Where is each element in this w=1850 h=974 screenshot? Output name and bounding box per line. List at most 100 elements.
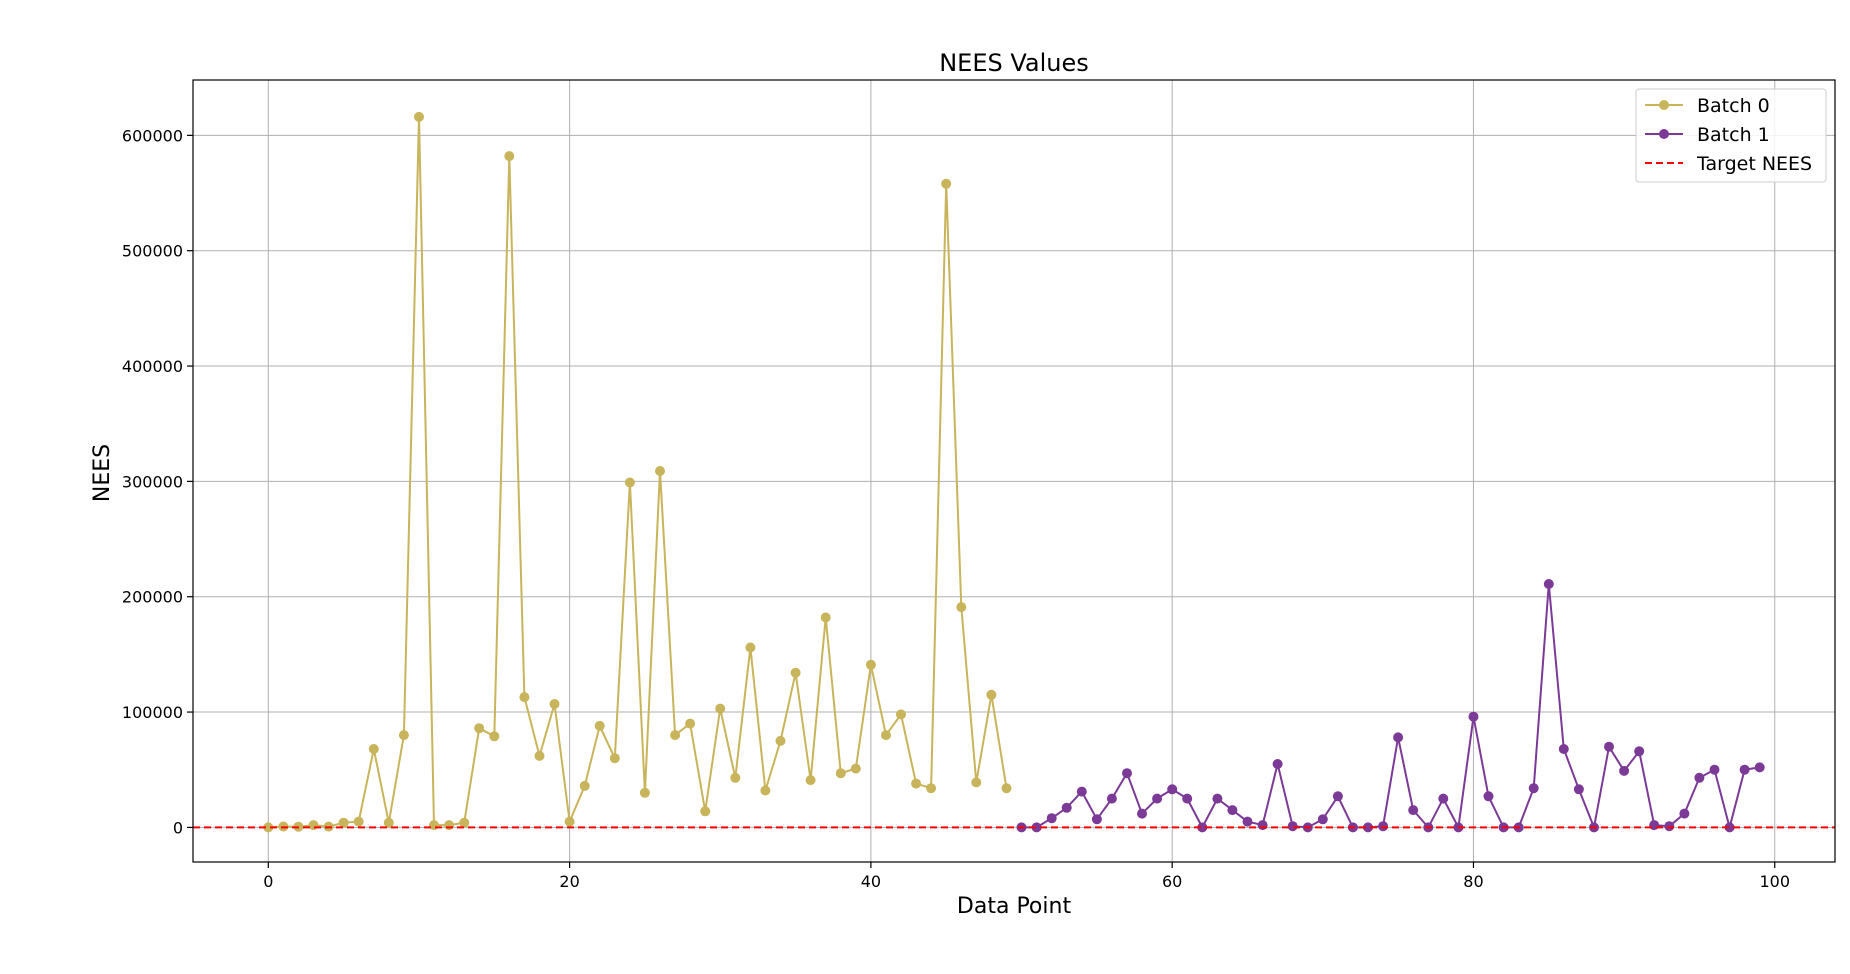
data-point-batch-0	[775, 735, 786, 746]
data-point-batch-0	[835, 768, 846, 779]
y-axis-label: NEES	[90, 444, 115, 502]
data-point-batch-0	[926, 783, 937, 794]
data-point-batch-1	[1137, 808, 1147, 819]
data-point-batch-1	[1528, 783, 1539, 794]
data-point-batch-1	[1212, 793, 1223, 804]
data-point-batch-1	[1604, 741, 1614, 752]
data-point-batch-1	[1679, 808, 1690, 819]
y-tick-label: 200000	[122, 588, 183, 607]
data-point-batch-0	[670, 730, 681, 741]
axes-ticks: 0 20 40 60 80 100 0 100000 200000 300000 400000 500…	[122, 126, 1790, 891]
data-point-batch-1	[1227, 805, 1238, 816]
data-point-batch-0	[655, 466, 665, 476]
data-point-batch-1	[1664, 821, 1675, 832]
data-point-batch-1	[1363, 822, 1373, 833]
data-point-batch-0	[579, 780, 590, 791]
plot-frame	[192, 79, 1836, 863]
data-point-batch-1	[1106, 793, 1117, 804]
data-point-batch-0	[624, 477, 635, 488]
y-tick-label: 500000	[122, 242, 183, 261]
data-point-batch-1	[1634, 746, 1645, 757]
data-point-batch-0	[564, 816, 575, 827]
data-point-batch-0	[971, 777, 982, 788]
x-tick-label: 20	[559, 872, 579, 891]
x-tick-label: 40	[861, 872, 881, 891]
data-point-batch-1	[1182, 793, 1193, 804]
legend-label-batch-0: Batch 0	[1697, 95, 1770, 117]
x-tick-label: 60	[1162, 872, 1182, 891]
series-line-batch-1	[1021, 583, 1760, 832]
data-point-batch-0	[444, 820, 455, 831]
data-point-batch-1	[1724, 822, 1735, 833]
data-point-batch-1	[1031, 822, 1042, 833]
data-point-batch-1	[1709, 764, 1720, 775]
data-point-batch-1	[1152, 793, 1163, 804]
legend-marker-batch-0	[1659, 100, 1669, 110]
data-point-batch-1	[1257, 820, 1268, 831]
data-point-batch-1	[1483, 791, 1494, 802]
data-point-batch-0	[338, 817, 349, 828]
y-tick-label: 400000	[122, 357, 183, 376]
legend-label-target: Target NEES	[1696, 153, 1812, 175]
data-point-batch-0	[609, 753, 620, 764]
legend-marker-batch-1	[1659, 129, 1669, 139]
series-line-batch-0	[268, 116, 1008, 829]
data-point-batch-1	[1122, 768, 1132, 779]
x-axis-label: Data Point	[957, 894, 1072, 919]
data-point-batch-1	[1543, 579, 1554, 589]
data-point-batch-0	[700, 806, 711, 817]
data-point-batch-0	[805, 775, 816, 786]
grid-lines	[193, 80, 1835, 862]
x-tick-label: 100	[1759, 872, 1790, 891]
data-point-batch-0	[715, 703, 726, 714]
x-tick-label: 80	[1463, 872, 1483, 891]
data-point-batch-1	[1061, 802, 1072, 813]
data-point-batch-0	[263, 822, 274, 833]
data-point-batch-1	[1619, 765, 1630, 776]
data-point-batch-0	[383, 817, 394, 828]
data-point-batch-1	[1739, 764, 1750, 775]
data-point-batch-0	[745, 642, 756, 653]
data-point-batch-0	[730, 772, 741, 783]
data-point-batch-0	[353, 816, 364, 827]
data-point-batch-0	[850, 763, 861, 774]
data-point-batch-1	[1408, 805, 1419, 816]
data-point-batch-1	[1167, 784, 1178, 795]
x-tick-label: 0	[263, 872, 273, 891]
data-point-batch-0	[820, 612, 831, 623]
data-point-batch-0	[414, 111, 424, 122]
data-point-batch-0	[986, 689, 997, 700]
data-point-batch-1	[1091, 814, 1102, 825]
data-point-batch-0	[398, 730, 409, 741]
data-point-batch-0	[308, 820, 319, 831]
data-point-batch-0	[489, 731, 500, 742]
y-tick-label: 100000	[122, 703, 183, 722]
y-tick-label: 300000	[122, 472, 183, 491]
data-point-batch-0	[896, 709, 906, 720]
legend-box	[1635, 88, 1827, 183]
data-point-batch-0	[956, 602, 967, 613]
data-point-batch-1	[1393, 732, 1404, 743]
legend-label-batch-1: Batch 1	[1697, 124, 1770, 146]
data-point-batch-0	[429, 820, 439, 831]
data-point-batch-0	[865, 659, 876, 670]
data-point-batch-0	[534, 750, 545, 761]
data-point-batch-0	[368, 744, 379, 754]
legend: Batch 0 Batch 1 Target NEES	[1635, 88, 1827, 183]
data-point-batch-0	[594, 720, 605, 731]
data-point-batch-1	[1573, 784, 1584, 795]
data-point-batch-1	[1694, 772, 1705, 783]
y-tick-label: 0	[173, 818, 183, 837]
data-point-batch-0	[685, 718, 696, 729]
data-point-batch-1	[1754, 762, 1765, 773]
data-point-batch-1	[1287, 821, 1298, 832]
data-point-batch-1	[1317, 814, 1328, 825]
data-point-batch-1	[1197, 822, 1208, 833]
data-point-batch-0	[790, 667, 801, 678]
data-point-batch-0	[760, 785, 771, 796]
data-point-batch-0	[911, 778, 922, 789]
chart-title: NEES Values	[939, 49, 1089, 77]
y-tick-label: 600000	[122, 126, 183, 145]
data-point-batch-0	[941, 178, 952, 189]
data-point-batch-0	[639, 787, 650, 798]
